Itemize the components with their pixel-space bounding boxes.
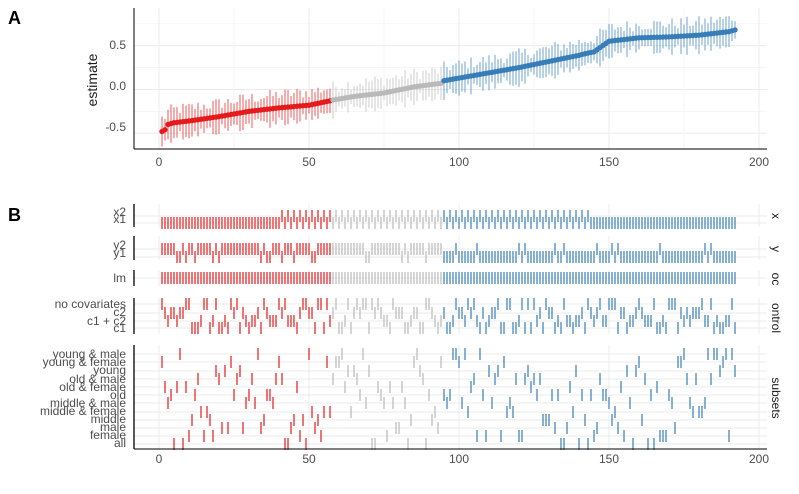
row-label-female: female xyxy=(90,428,126,442)
facet-label-controls: ontrol xyxy=(769,303,783,333)
panel-b-specification-matrix: x2 x1 y2 y1 lm no covariates c2 c1 + c2 … xyxy=(40,204,783,466)
row-label-y2: y2 xyxy=(113,238,126,252)
row-label-x2: x2 xyxy=(113,205,126,219)
row-label-lm: lm xyxy=(113,271,126,285)
row-label-c1-plus-c2: c1 + c2 xyxy=(87,314,126,328)
facet-label-model: oc xyxy=(769,273,783,286)
panel-a-xtick-label: 100 xyxy=(449,155,469,169)
row-label-middle-and-male: middle & male xyxy=(50,396,126,410)
panel-a-xtick-label: 200 xyxy=(749,155,769,169)
panel-b-x-tick-labels: 0 50 100 150 200 xyxy=(156,452,770,466)
row-label-c1: c1 xyxy=(113,321,126,335)
panel-b-xtick-label: 200 xyxy=(749,452,769,466)
estimate-point xyxy=(732,27,738,33)
row-label-middle-and-female: middle & female xyxy=(40,404,126,418)
panel-b-xtick-label: 100 xyxy=(449,452,469,466)
row-label-old-and-male: old & male xyxy=(69,372,126,386)
row-label-young-and-female: young & female xyxy=(43,355,127,369)
panel-a-estimate-points xyxy=(159,27,738,135)
panel-b-xtick-label: 50 xyxy=(302,452,316,466)
row-label-no-covariates: no covariates xyxy=(55,297,126,311)
panel-a-x-tick-labels: 0 50 100 150 200 xyxy=(156,155,770,169)
facet-label-y: y xyxy=(769,246,783,252)
panel-a-xtick-label: 150 xyxy=(599,155,619,169)
row-label-middle: middle xyxy=(91,412,127,426)
panel-b-xtick-label: 150 xyxy=(599,452,619,466)
panel-a-ytick-label: 0.5 xyxy=(109,38,126,52)
row-label-young: young xyxy=(93,363,126,377)
panel-b-xtick-label: 0 xyxy=(156,452,163,466)
panel-b-tag: B xyxy=(8,205,21,225)
panel-b-specification-ticks xyxy=(161,210,736,450)
panel-a-tag: A xyxy=(8,8,21,28)
estimate-point xyxy=(162,127,168,133)
row-label-y1: y1 xyxy=(113,246,126,260)
panel-a-y-axis-title: estimate xyxy=(84,53,100,106)
panel-a-ytick-label: -0.5 xyxy=(105,120,126,134)
row-label-x1: x1 xyxy=(113,212,126,226)
panel-a-xtick-label: 50 xyxy=(302,155,316,169)
panel-a-xtick-label: 0 xyxy=(156,155,163,169)
facet-label-x: x xyxy=(769,213,783,219)
row-label-young-and-male: young & male xyxy=(53,347,127,361)
panel-a-ytick-label: 0.0 xyxy=(109,79,126,93)
panel-b-facet-axes xyxy=(133,204,767,450)
panel-a-estimate-curve: 0.5 0.0 -0.5 estimate 0 50 100 150 200 xyxy=(84,8,769,169)
facet-label-subsets: subsets xyxy=(769,377,783,418)
row-label-old: old xyxy=(110,388,126,402)
row-label-c2: c2 xyxy=(113,305,126,319)
row-label-male: male xyxy=(100,420,126,434)
row-label-all: all xyxy=(114,436,126,450)
row-label-old-and-female: old & female xyxy=(59,380,126,394)
